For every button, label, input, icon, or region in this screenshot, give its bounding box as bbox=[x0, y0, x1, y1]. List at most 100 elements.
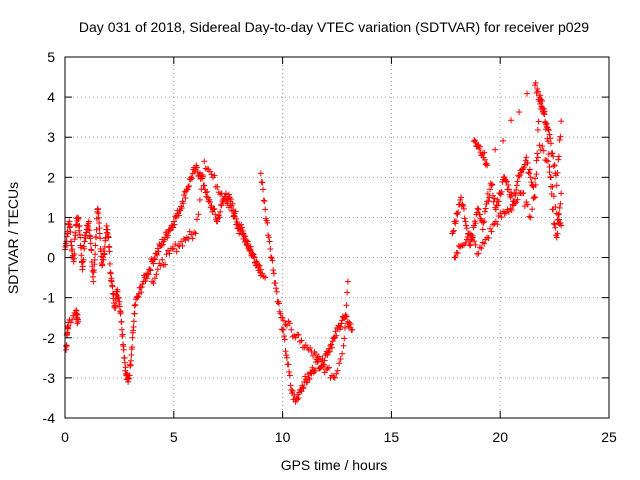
data-point bbox=[533, 171, 540, 178]
data-point bbox=[546, 164, 553, 171]
data-point bbox=[480, 219, 487, 226]
data-point bbox=[68, 242, 75, 249]
data-point bbox=[75, 318, 82, 325]
data-point bbox=[469, 234, 476, 241]
data-point bbox=[482, 161, 489, 168]
data-point bbox=[71, 236, 78, 243]
data-point bbox=[260, 186, 267, 193]
data-point bbox=[231, 213, 238, 220]
data-point bbox=[186, 228, 193, 235]
data-point bbox=[171, 221, 178, 228]
data-point bbox=[545, 127, 552, 134]
data-point bbox=[106, 260, 113, 267]
y-tick-label: 3 bbox=[47, 129, 55, 145]
data-point bbox=[188, 174, 195, 181]
data-point bbox=[342, 314, 349, 321]
data-point bbox=[539, 143, 546, 150]
data-point bbox=[157, 262, 164, 269]
data-point bbox=[484, 234, 491, 241]
data-point bbox=[466, 242, 473, 249]
grid bbox=[65, 57, 609, 418]
data-point bbox=[457, 196, 464, 203]
data-point bbox=[128, 357, 135, 364]
data-point bbox=[80, 256, 87, 263]
data-point bbox=[154, 266, 161, 273]
data-point bbox=[462, 218, 469, 225]
data-point bbox=[182, 237, 189, 244]
data-point bbox=[498, 214, 505, 221]
data-point bbox=[475, 250, 482, 257]
data-point bbox=[326, 348, 333, 355]
data-point bbox=[246, 246, 253, 253]
data-point bbox=[212, 211, 219, 218]
data-point bbox=[178, 205, 185, 212]
data-point bbox=[268, 255, 275, 262]
data-point bbox=[289, 333, 296, 340]
data-point bbox=[497, 190, 504, 197]
data-point bbox=[86, 227, 93, 234]
data-point bbox=[185, 183, 192, 190]
data-point bbox=[106, 248, 113, 255]
data-point bbox=[461, 215, 468, 222]
data-point bbox=[262, 206, 269, 213]
data-point bbox=[201, 182, 208, 189]
data-point bbox=[250, 253, 257, 260]
data-point bbox=[269, 257, 276, 264]
axis-ticks: 0 5 10 15 20 25 -4 -3 -2 -1 0 1 2 3 4 5 bbox=[43, 49, 617, 445]
data-point bbox=[90, 278, 97, 285]
data-point bbox=[533, 157, 540, 164]
data-point bbox=[513, 199, 520, 206]
data-point bbox=[261, 198, 268, 205]
data-point bbox=[188, 175, 195, 182]
data-point bbox=[238, 224, 245, 231]
data-point bbox=[272, 279, 279, 286]
data-point bbox=[548, 190, 555, 197]
data-point bbox=[332, 328, 339, 335]
data-point bbox=[228, 196, 235, 203]
data-point bbox=[114, 288, 121, 295]
data-point bbox=[172, 241, 179, 248]
data-point bbox=[211, 205, 218, 212]
data-point bbox=[115, 294, 122, 301]
data-point bbox=[85, 218, 92, 225]
data-point bbox=[523, 154, 530, 161]
data-point bbox=[238, 221, 245, 228]
data-point bbox=[527, 214, 534, 221]
data-point bbox=[264, 219, 271, 226]
data-point bbox=[530, 195, 537, 202]
data-point bbox=[112, 304, 119, 311]
data-point bbox=[452, 254, 459, 261]
data-point bbox=[295, 395, 302, 402]
y-tick-label: -4 bbox=[43, 410, 56, 426]
data-point bbox=[218, 202, 225, 209]
data-point bbox=[214, 218, 221, 225]
data-point bbox=[545, 151, 552, 158]
data-point bbox=[298, 337, 305, 344]
data-point bbox=[221, 196, 228, 203]
data-point bbox=[330, 335, 337, 342]
data-point bbox=[488, 228, 495, 235]
data-point bbox=[489, 221, 496, 228]
data-point bbox=[450, 227, 457, 234]
x-tick-label: 20 bbox=[492, 429, 508, 445]
data-point bbox=[247, 243, 254, 250]
data-point bbox=[550, 206, 557, 213]
data-point bbox=[555, 156, 562, 163]
data-point bbox=[236, 230, 243, 237]
data-point bbox=[69, 316, 76, 323]
data-point bbox=[151, 275, 158, 282]
data-point bbox=[207, 168, 214, 175]
data-point bbox=[334, 367, 341, 374]
data-point bbox=[184, 186, 191, 193]
data-point bbox=[534, 126, 541, 133]
data-point bbox=[149, 278, 156, 285]
data-point bbox=[153, 271, 160, 278]
data-point bbox=[552, 224, 559, 231]
data-point bbox=[481, 149, 488, 156]
data-point bbox=[208, 171, 215, 178]
x-axis-label: GPS time / hours bbox=[281, 457, 388, 473]
data-point bbox=[173, 248, 180, 255]
data-point bbox=[67, 228, 74, 235]
data-point bbox=[349, 326, 356, 333]
